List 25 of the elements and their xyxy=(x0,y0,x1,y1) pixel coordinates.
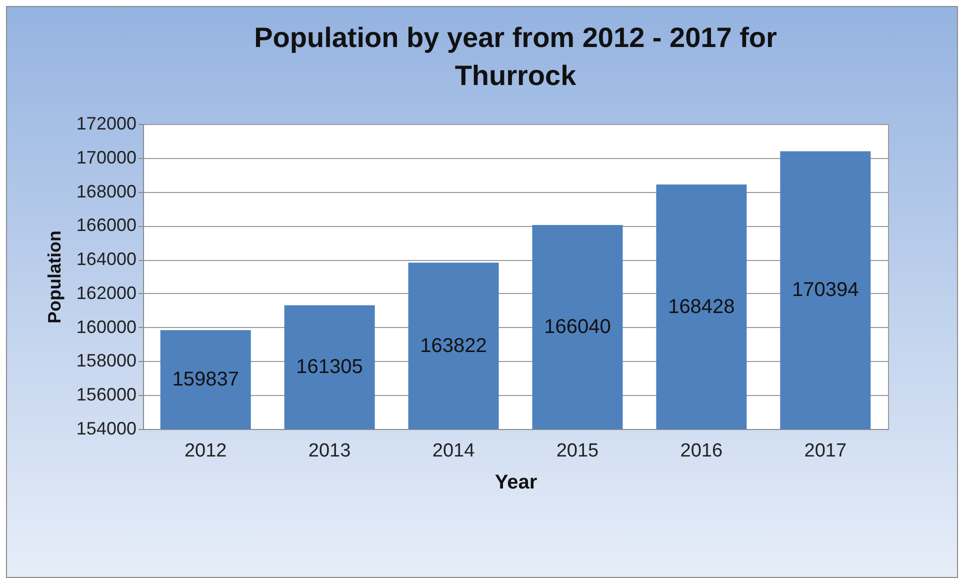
y-tick-label: 164000 xyxy=(76,249,136,270)
data-label: 166040 xyxy=(544,316,611,338)
y-tick-label: 166000 xyxy=(76,215,136,236)
x-tick-label: 2013 xyxy=(308,440,351,462)
data-label: 159837 xyxy=(172,368,239,391)
x-tick-label: 2016 xyxy=(680,440,723,462)
y-tick-label: 156000 xyxy=(76,384,136,405)
data-label: 170394 xyxy=(792,279,859,302)
data-label: 163822 xyxy=(420,334,487,357)
data-label: 161305 xyxy=(296,356,363,378)
x-tick-label: 2014 xyxy=(432,440,476,462)
y-tick-label: 158000 xyxy=(76,350,136,371)
y-tick-label: 154000 xyxy=(76,418,136,438)
y-tick-label: 160000 xyxy=(76,316,136,337)
y-tick-label: 170000 xyxy=(76,147,136,168)
x-axis-title: Year xyxy=(494,472,538,494)
data-label: 168428 xyxy=(668,296,735,318)
y-tick-label: 168000 xyxy=(76,181,136,202)
y-tick-label: 162000 xyxy=(76,282,136,303)
chart-title: Population by year from 2012 - 2017 for Thurrock xyxy=(254,22,778,91)
y-axis-title: Population xyxy=(44,230,64,324)
y-tick-label: 172000 xyxy=(76,114,136,134)
x-tick-label: 2015 xyxy=(556,440,599,462)
x-tick-label: 2012 xyxy=(184,440,227,462)
x-tick-label: 2017 xyxy=(804,440,847,462)
